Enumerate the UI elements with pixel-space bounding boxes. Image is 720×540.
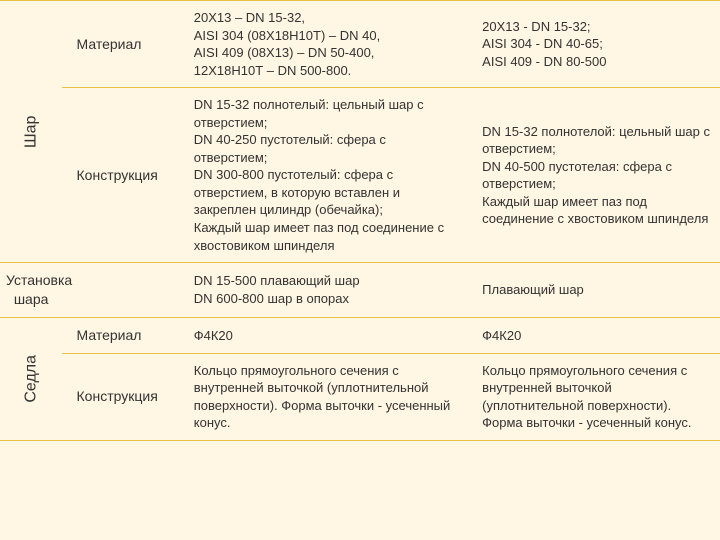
cell-a: DN 15-32 полнотелый: цельный шар с отвер… (188, 88, 468, 263)
group-sedla: Седла (0, 317, 62, 440)
group-label: Шар (20, 106, 42, 156)
table-row: Седла Материал Ф4К20 Ф4К20 (0, 317, 720, 353)
table-row: Установка шара DN 15-500 плавающий шарDN… (0, 263, 720, 318)
cell-a: Ф4К20 (188, 317, 468, 353)
param-label: Конструкция (71, 88, 180, 263)
table-row: Конструкция DN 15-32 полнотелый: цельный… (0, 88, 720, 263)
cell-b: Плавающий шар (476, 263, 720, 318)
cell-a: Кольцо прямоугольного сечения с внутренн… (188, 353, 468, 440)
group-label: Седла (20, 354, 42, 404)
spec-table: Шар Материал 20Х13 – DN 15-32,AISI 304 (… (0, 0, 720, 441)
table-row: Шар Материал 20Х13 – DN 15-32,AISI 304 (… (0, 1, 720, 88)
cell-b: Ф4К20 (476, 317, 720, 353)
cell-b: Кольцо прямоугольного сечения с внутренн… (476, 353, 720, 440)
group-shar: Шар (0, 1, 62, 263)
cell-b: DN 15-32 полнотелой: цельный шар с отвер… (476, 88, 720, 263)
cell-a: 20Х13 – DN 15-32,AISI 304 (08Х18Н10Т) – … (188, 1, 468, 88)
table-row: Конструкция Кольцо прямоугольного сечени… (0, 353, 720, 440)
group-ustanovka: Установка шара (0, 263, 62, 318)
param-label: Конструкция (71, 353, 180, 440)
param-label: Материал (71, 317, 180, 353)
cell-a: DN 15-500 плавающий шарDN 600-800 шар в … (188, 263, 468, 318)
param-label: Материал (71, 1, 180, 88)
param-label (71, 263, 180, 318)
cell-b: 20Х13 - DN 15-32;AISI 304 - DN 40-65;AIS… (476, 1, 720, 88)
